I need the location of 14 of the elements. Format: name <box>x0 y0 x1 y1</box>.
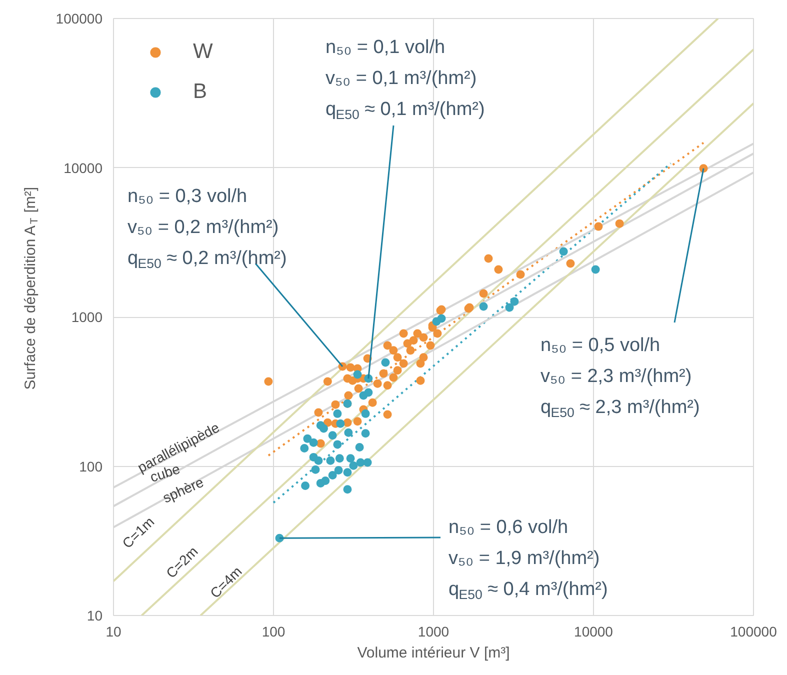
x-tick-label: 1000 <box>418 624 450 640</box>
y-tick-label: 10 <box>86 608 103 624</box>
y-tick-label: 10000 <box>64 160 103 176</box>
y-tick-label: 100 <box>79 458 103 474</box>
x-tick-label: 100000 <box>730 624 778 640</box>
y-tick-label: 100000 <box>56 10 103 26</box>
x-tick-label: 10000 <box>574 624 614 640</box>
y-axis-title: Surface de déperdition AT [m²] <box>22 186 40 390</box>
x-tick-label: 10 <box>106 624 122 640</box>
x-axis-title: Volume intérieur V [m³] <box>357 644 510 662</box>
x-tick-label: 100 <box>262 624 286 640</box>
legend-label: B <box>193 80 208 104</box>
y-tick-label: 1000 <box>71 309 103 325</box>
legend-label: W <box>193 40 213 64</box>
